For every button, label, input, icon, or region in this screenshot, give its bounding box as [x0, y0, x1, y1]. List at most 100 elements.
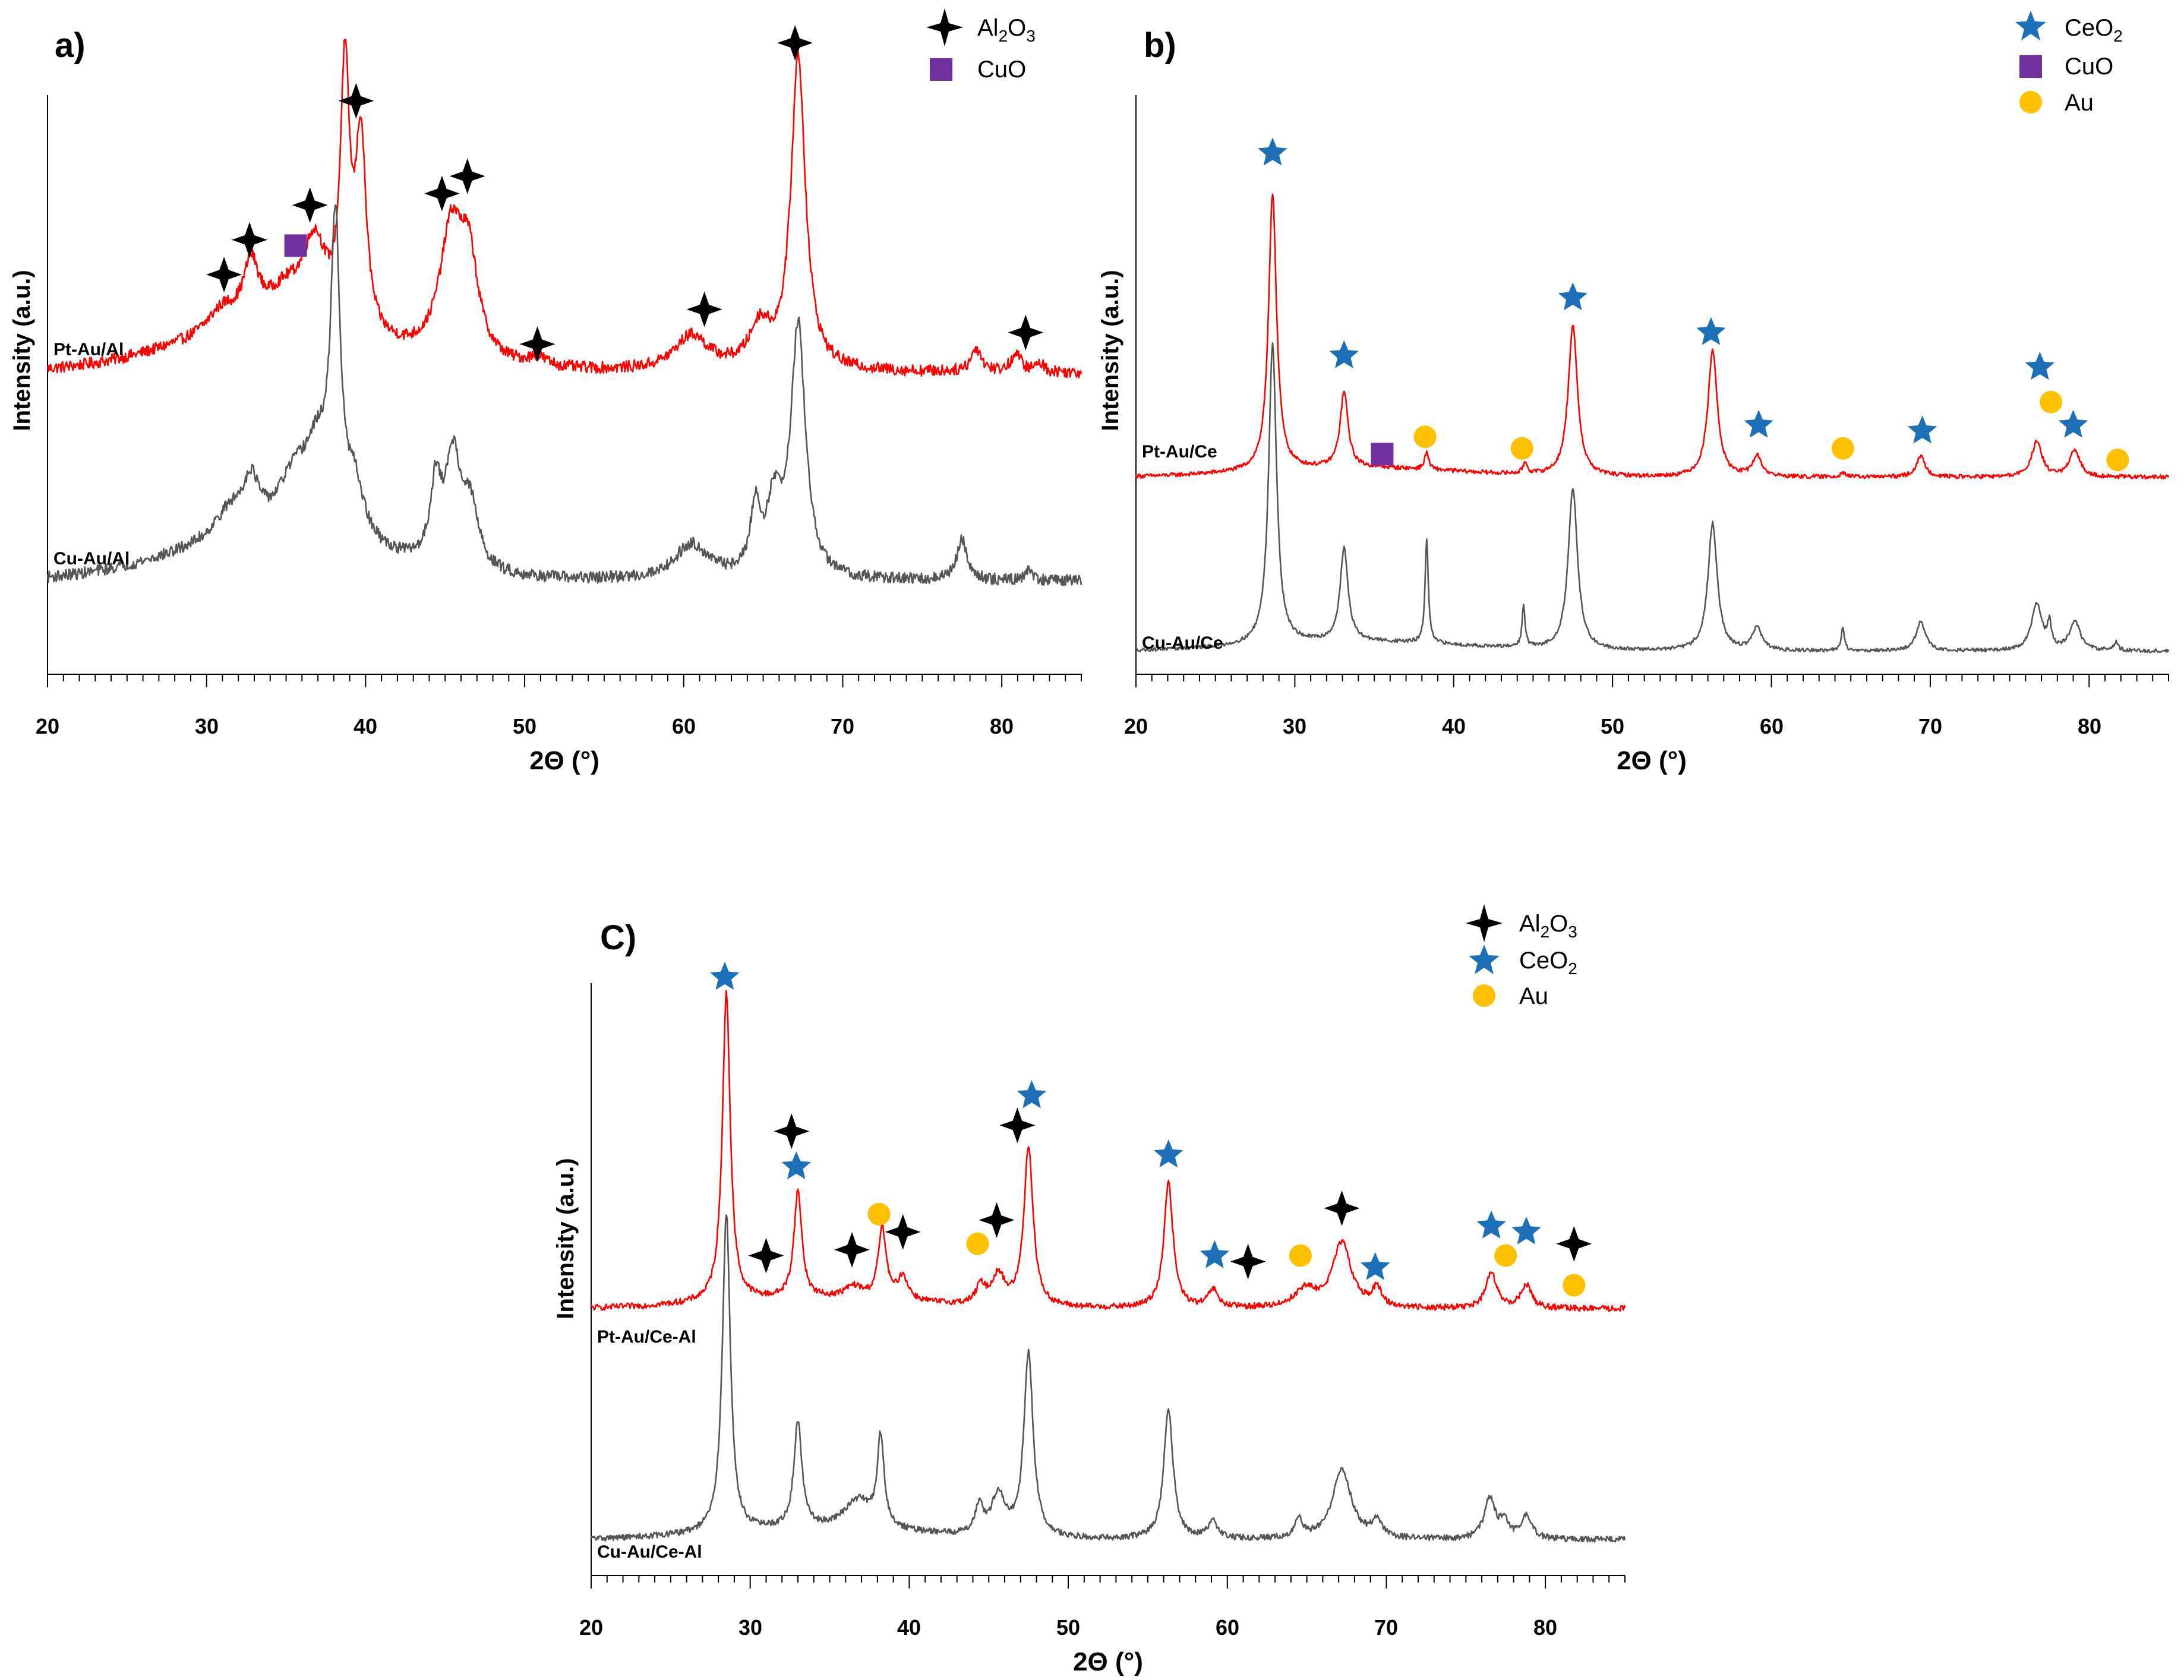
au-peak-marker: [1413, 425, 1437, 449]
legend-cuo-label: CuO: [2065, 53, 2113, 80]
legend-al2o3-symbol: [926, 8, 963, 46]
panel-a-legend: Al2O3 CuO: [926, 8, 1036, 83]
al2o3-peak-marker: [449, 158, 485, 194]
legend-al2o3-label: Al2O3: [1519, 911, 1577, 941]
panel-a: a) 20 30 40 50 60 70 80 2Θ (°) Intensity…: [9, 8, 1082, 775]
al2o3-peak-marker: [338, 83, 374, 119]
panel-b: b) 20 30 40 50 60 70 80 2Θ (°) Intensity…: [1097, 11, 2170, 775]
panel-c-legend: Al2O3 CeO2 Au: [1466, 904, 1577, 1009]
legend-ceo2-symbol: [2015, 11, 2046, 40]
panel-c-series: [590, 990, 1626, 1543]
ceo2-peak-marker: [2025, 352, 2055, 380]
au-peak-marker: [966, 1232, 989, 1255]
ceo2-peak-marker: [1154, 1139, 1183, 1168]
ceo2-peak-marker: [1258, 137, 1287, 166]
al2o3-peak-marker: [1230, 1243, 1266, 1280]
panel-b-x-axis-title: 2Θ (°): [1617, 746, 1687, 775]
al2o3-peak-marker: [834, 1231, 870, 1268]
ceo2-peak-marker: [781, 1151, 812, 1180]
al2o3-peak-marker: [206, 257, 242, 293]
al2o3-peak-marker: [292, 187, 328, 223]
series-line-cu-au-ce: [1135, 342, 2170, 653]
panel-a-series: [46, 39, 1082, 586]
panel-a-x-axis-title: 2Θ (°): [529, 746, 599, 775]
au-peak-marker: [1289, 1244, 1312, 1267]
legend-al2o3-o: O: [1008, 15, 1026, 41]
panel-a-markers: [206, 25, 1044, 362]
series-line-pt-au-ce: [1135, 193, 2170, 480]
legend-au-symbol: [2019, 91, 2042, 113]
al2o3-peak-marker: [979, 1202, 1015, 1238]
ceo2-peak-marker: [1200, 1240, 1230, 1268]
panel-c-xtick-label: 20: [579, 1615, 603, 1640]
panel-b-series-label-pt: Pt-Au/Ce: [1142, 442, 1217, 462]
panel-c-xtick-label: 50: [1056, 1615, 1080, 1640]
panel-c-xtick-label: 30: [738, 1615, 762, 1640]
panel-b-xtick-label: 80: [2078, 714, 2101, 738]
al2o3-peak-marker: [885, 1214, 921, 1250]
al2o3-peak-marker: [774, 1113, 810, 1150]
al2o3-peak-marker: [686, 291, 722, 327]
legend-ceo2-label: CeO2: [1519, 948, 1577, 978]
panel-b-ticks: [1135, 674, 2169, 687]
panel-c-xtick-label: 40: [897, 1615, 921, 1640]
panel-a-xtick-label: 80: [990, 714, 1014, 738]
panel-a-xtick-label: 30: [195, 714, 219, 738]
legend-ceo2-label: CeO2: [2065, 15, 2123, 45]
legend-ceo2-sub2: 2: [1568, 959, 1577, 978]
legend-al2o3-sub2: 2: [999, 27, 1008, 45]
panel-a-series-label-pt: Pt-Au/Al: [53, 340, 124, 359]
panel-c-series-label-pt: Pt-Au/Ce-Al: [597, 1327, 696, 1347]
au-peak-marker: [1510, 437, 1533, 460]
panel-b-y-axis-title: Intensity (a.u.): [1097, 270, 1123, 431]
panel-a-xtick-label: 70: [831, 714, 854, 738]
legend-al2o3-label: Al2O3: [977, 15, 1036, 45]
panel-c-xtick-label: 80: [1533, 1615, 1557, 1640]
legend-ceo2-ceo: CeO: [1519, 948, 1568, 974]
al2o3-peak-marker: [1556, 1226, 1592, 1262]
ceo2-peak-marker: [1558, 282, 1587, 311]
legend-cuo-symbol: [2019, 55, 2042, 78]
legend-al2o3-al: Al: [1519, 911, 1541, 937]
panel-a-xtick-label: 50: [513, 714, 536, 738]
au-peak-marker: [2040, 390, 2063, 413]
al2o3-peak-marker: [748, 1237, 784, 1274]
ceo2-peak-marker: [1696, 317, 1726, 345]
al2o3-peak-marker: [232, 222, 267, 258]
panel-b-xtick-label: 50: [1601, 714, 1624, 738]
panel-b-series-label-cu: Cu-Au/Ce: [1142, 633, 1223, 653]
series-line-pt-au-al: [46, 39, 1082, 378]
panel-b-xtick-label: 20: [1124, 714, 1148, 738]
panel-a-xtick-label: 40: [354, 714, 377, 738]
panel-a-label: a): [55, 26, 86, 65]
legend-cuo-label: CuO: [977, 56, 1026, 83]
legend-ceo2-sub2: 2: [2113, 27, 2123, 45]
ceo2-peak-marker: [710, 962, 740, 990]
al2o3-peak-marker: [424, 175, 460, 211]
ceo2-peak-marker: [1907, 415, 1937, 444]
panel-a-ticks: [47, 674, 1082, 687]
panel-c-xtick-label: 60: [1216, 1615, 1239, 1640]
ceo2-peak-marker: [2058, 409, 2088, 438]
ceo2-peak-marker: [1017, 1080, 1047, 1109]
legend-au-label: Au: [1519, 983, 1548, 1009]
legend-au-symbol: [1473, 984, 1495, 1007]
legend-ceo2-ceo: CeO: [2065, 15, 2113, 41]
legend-au-label: Au: [2065, 90, 2094, 116]
panel-a-xtick-label: 60: [672, 714, 696, 738]
au-peak-marker: [1494, 1244, 1517, 1267]
series-line-pt-au-ce-al: [591, 990, 1626, 1312]
panel-b-xtick-label: 60: [1760, 714, 1784, 738]
ceo2-peak-marker: [1744, 409, 1773, 438]
panel-b-xtick-label: 70: [1918, 714, 1942, 738]
au-peak-marker: [867, 1202, 891, 1226]
au-peak-marker: [1563, 1274, 1586, 1297]
al2o3-peak-marker: [519, 326, 556, 362]
au-peak-marker: [1831, 437, 1854, 460]
panel-b-markers: [1258, 137, 2129, 472]
au-peak-marker: [2106, 449, 2129, 472]
cuo-peak-marker: [284, 234, 307, 257]
ceo2-peak-marker: [1361, 1252, 1390, 1280]
ceo2-peak-marker: [1329, 340, 1359, 368]
panel-b-xtick-label: 30: [1283, 714, 1306, 738]
